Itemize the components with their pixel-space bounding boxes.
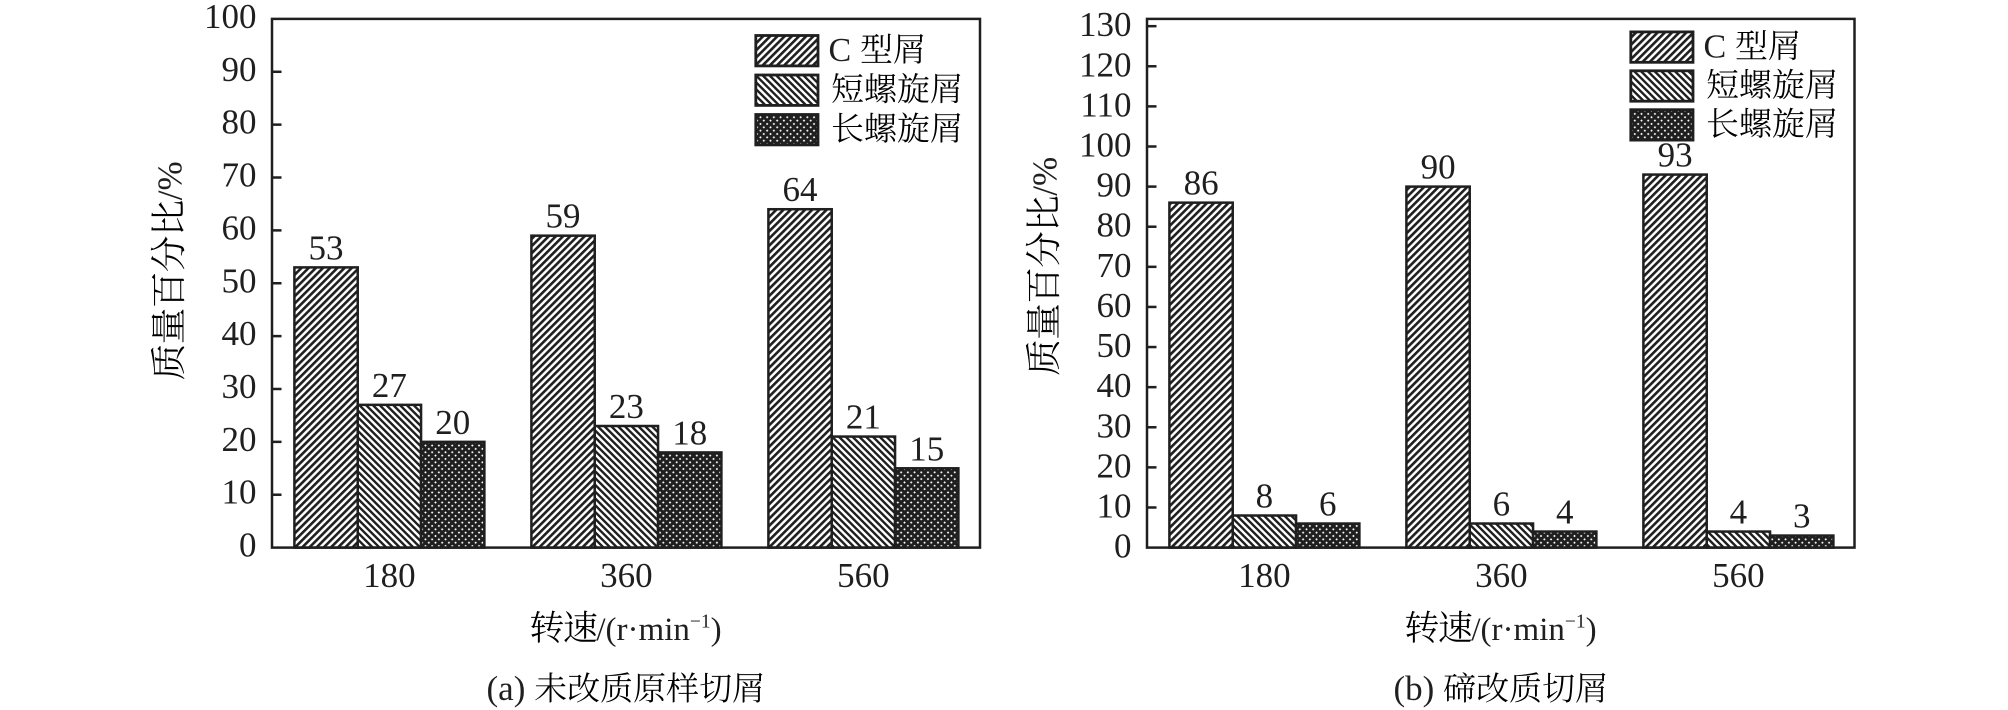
svg-text:80: 80 (1097, 206, 1132, 245)
svg-text:20: 20 (1097, 446, 1132, 485)
svg-text:/%: /% (1026, 157, 1065, 196)
svg-text:−1: −1 (1565, 612, 1586, 633)
svg-text:90: 90 (1421, 148, 1456, 187)
svg-text:90: 90 (1097, 166, 1132, 205)
svg-text:560: 560 (837, 556, 890, 595)
svg-text:20: 20 (222, 420, 257, 459)
svg-text:93: 93 (1658, 136, 1693, 175)
svg-text:6: 6 (1319, 485, 1337, 524)
svg-text:360: 360 (1475, 556, 1528, 595)
svg-text:70: 70 (1097, 246, 1132, 285)
svg-text:180: 180 (1238, 556, 1291, 595)
svg-text:10: 10 (222, 473, 257, 512)
svg-text:8: 8 (1256, 477, 1274, 516)
svg-text:130: 130 (1079, 5, 1132, 44)
svg-text:/(r·min: /(r·min (596, 612, 689, 648)
svg-text:10: 10 (1097, 486, 1132, 525)
svg-text:40: 40 (222, 314, 257, 353)
svg-text:−1: −1 (690, 612, 711, 633)
svg-text:120: 120 (1079, 45, 1132, 84)
svg-text:): ) (1586, 612, 1597, 648)
svg-text:64: 64 (783, 170, 818, 209)
svg-text:50: 50 (1097, 326, 1132, 365)
svg-text:100: 100 (204, 0, 257, 36)
svg-text:0: 0 (239, 526, 257, 565)
svg-text:30: 30 (1097, 406, 1132, 445)
svg-text:30: 30 (222, 367, 257, 406)
svg-text:): ) (711, 612, 722, 648)
svg-text:90: 90 (222, 50, 257, 89)
svg-text:6: 6 (1493, 485, 1511, 524)
svg-text:4: 4 (1556, 493, 1574, 532)
svg-text:C: C (829, 32, 852, 69)
svg-text:21: 21 (846, 398, 881, 437)
svg-text:C: C (1704, 29, 1727, 66)
svg-text:18: 18 (672, 413, 707, 452)
svg-text:100: 100 (1079, 126, 1132, 165)
svg-text:(b): (b) (1394, 669, 1435, 708)
svg-text:70: 70 (222, 156, 257, 195)
svg-text:20: 20 (435, 403, 470, 442)
svg-text:/%: /% (151, 161, 190, 200)
svg-text:360: 360 (600, 556, 653, 595)
svg-text:60: 60 (222, 208, 257, 247)
svg-text:0: 0 (1114, 527, 1132, 566)
svg-text:53: 53 (309, 228, 344, 267)
svg-text:180: 180 (363, 556, 416, 595)
svg-text:80: 80 (222, 103, 257, 142)
svg-text:4: 4 (1730, 493, 1748, 532)
svg-text:86: 86 (1184, 164, 1219, 203)
svg-text:59: 59 (546, 197, 581, 236)
svg-text:110: 110 (1080, 85, 1131, 124)
svg-text:/(r·min: /(r·min (1471, 612, 1564, 648)
svg-text:27: 27 (372, 366, 407, 405)
svg-text:560: 560 (1712, 556, 1765, 595)
svg-text:(a): (a) (487, 669, 526, 708)
svg-text:40: 40 (1097, 366, 1132, 405)
svg-text:3: 3 (1793, 497, 1811, 536)
svg-text:23: 23 (609, 387, 644, 426)
svg-text:15: 15 (909, 429, 944, 468)
svg-text:60: 60 (1097, 286, 1132, 325)
svg-text:50: 50 (222, 261, 257, 300)
